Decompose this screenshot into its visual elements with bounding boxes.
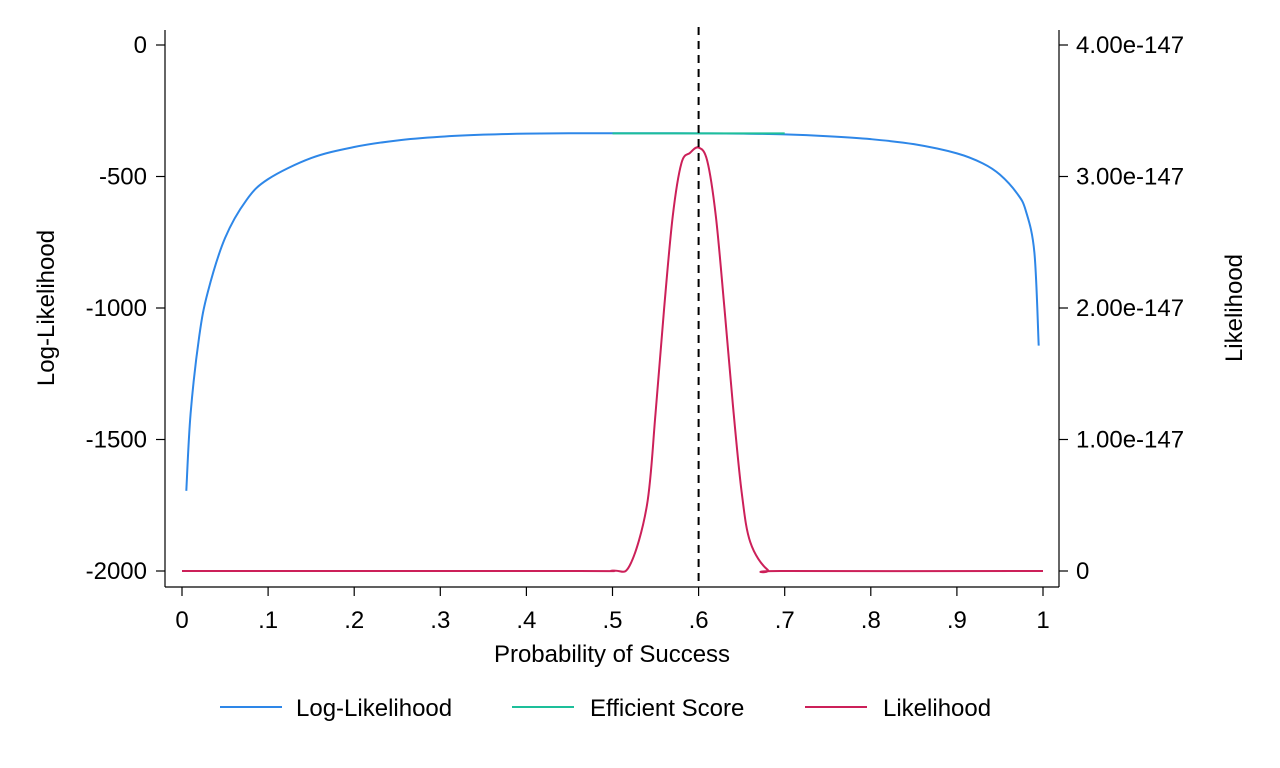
y-left-tick-label: -1500: [86, 427, 147, 454]
series-line-likelihood: [181, 146, 1044, 574]
y-left-tick-label: -1000: [86, 295, 147, 322]
x-tick-label: .2: [344, 607, 364, 634]
y-axis-left-label: Log-Likelihood: [33, 230, 60, 386]
y-left-tick-label: -500: [99, 164, 147, 191]
x-tick-label: .1: [258, 607, 278, 634]
ticks: 0.1.2.3.4.5.6.7.8.9 10-500-1000-1500-2000…: [86, 32, 1184, 634]
x-tick-label: .3: [430, 607, 450, 634]
x-tick-label: .7: [775, 607, 795, 634]
y-right-tick-label: 1.00e-147: [1076, 427, 1184, 454]
series-line-log-likelihood: [185, 132, 1040, 491]
legend: Log-Likelihood Efficient Score Likelihoo…: [220, 695, 991, 722]
y-axis-right-label: Likelihood: [1221, 254, 1248, 362]
legend-label-likelihood: Likelihood: [883, 695, 991, 722]
legend-label-log-likelihood: Log-Likelihood: [296, 695, 452, 722]
x-tick-label: .9: [947, 607, 967, 634]
plot-area: [181, 27, 1044, 587]
y-right-tick-label: 3.00e-147: [1076, 164, 1184, 191]
x-tick-label: 0: [175, 607, 188, 634]
x-tick-label: .4: [516, 607, 536, 634]
legend-label-efficient-score: Efficient Score: [590, 695, 744, 722]
x-tick-label: .5: [602, 607, 622, 634]
y-right-tick-label: 0: [1076, 558, 1089, 585]
x-tick-label: 1: [1036, 607, 1049, 634]
x-tick-label: .6: [689, 607, 709, 634]
y-left-tick-label: 0: [134, 32, 147, 59]
axes: [164, 30, 1060, 588]
y-left-tick-label: -2000: [86, 558, 147, 585]
x-axis-label: Probability of Success: [494, 641, 730, 668]
x-tick-label: .8: [861, 607, 881, 634]
y-right-tick-label: 2.00e-147: [1076, 295, 1184, 322]
y-right-tick-label: 4.00e-147: [1076, 32, 1184, 59]
